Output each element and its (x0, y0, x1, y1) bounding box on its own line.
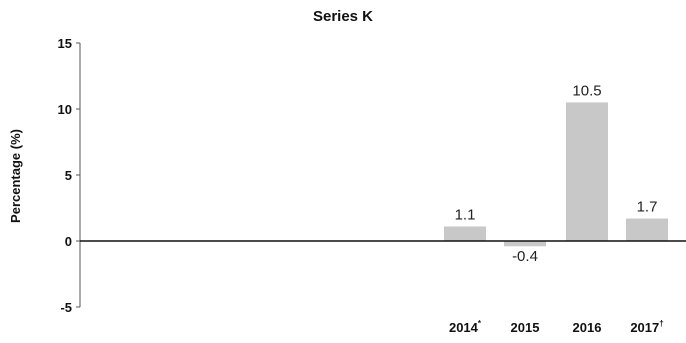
x-tick-label: 2017† (630, 319, 663, 335)
x-tick-year: 2014 (449, 320, 479, 335)
x-tick-label: 2015 (511, 320, 540, 335)
x-axis-labels: 2014* 2015 2016 2017† (449, 319, 664, 335)
value-labels: 1.1 -0.4 10.5 1.7 (455, 82, 658, 265)
data-label: 10.5 (572, 82, 601, 99)
x-tick-year: 2015 (511, 320, 540, 335)
bar (566, 102, 608, 242)
x-tick-footnote-mark: * (478, 319, 482, 328)
data-label: 1.7 (637, 199, 658, 216)
x-tick-footnote-mark: † (659, 319, 663, 328)
x-tick-label: 2014* (449, 319, 482, 335)
y-axis: 15 10 5 0 -5 (58, 36, 81, 315)
bar (626, 218, 668, 241)
y-tick-label: 0 (65, 234, 72, 249)
y-tick-label: 10 (58, 102, 72, 117)
data-label: -0.4 (512, 248, 538, 265)
bar (504, 241, 546, 247)
y-tick-label: -5 (60, 300, 72, 315)
y-axis-label: Percentage (%) (8, 129, 23, 223)
bars (444, 102, 668, 247)
y-tick-label: 5 (65, 168, 72, 183)
bar (444, 226, 486, 241)
x-tick-label: 2016 (573, 320, 602, 335)
x-tick-year: 2016 (573, 320, 602, 335)
y-tick-label: 15 (58, 36, 72, 51)
data-label: 1.1 (455, 206, 476, 223)
x-tick-year: 2017 (630, 320, 659, 335)
chart-title: Series K (313, 8, 373, 25)
